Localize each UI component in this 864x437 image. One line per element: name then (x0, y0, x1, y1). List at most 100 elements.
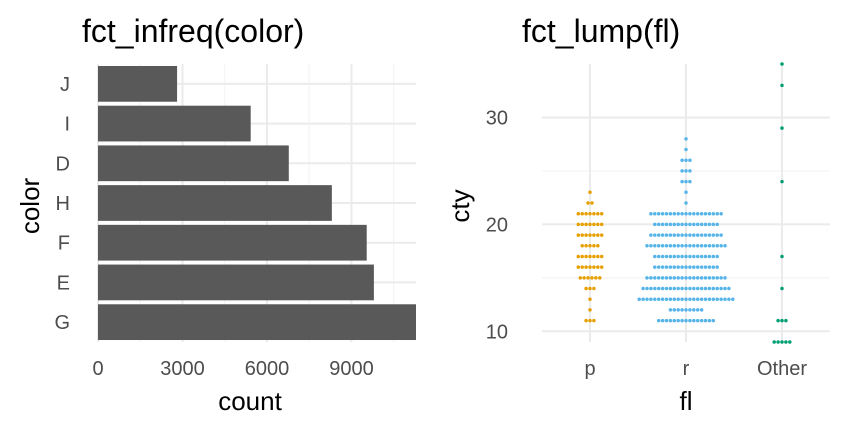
dot-r (707, 286, 712, 291)
dot-p (576, 265, 581, 269)
bar-chart-y-tick-label: I (64, 114, 70, 136)
dot-r (668, 222, 673, 227)
dot-r (688, 276, 692, 280)
dot-r (688, 222, 692, 227)
dot-r (680, 179, 684, 184)
dot-Other (780, 286, 784, 291)
dot-r (680, 318, 684, 323)
dot-r (668, 211, 673, 216)
dot-p (576, 222, 581, 227)
dot-r (727, 297, 731, 301)
dot-p (588, 233, 592, 237)
dot-Other (788, 340, 792, 344)
dot-r (692, 308, 696, 312)
dot-r (672, 244, 677, 248)
dot-r (688, 244, 692, 248)
dot-r (653, 254, 657, 259)
dotplot-panel: fct_lump(fl) 10 20 30 p r Other fl cty (445, 13, 830, 416)
dot-p (596, 254, 600, 259)
dot-r (715, 276, 719, 280)
dot-r (649, 276, 653, 280)
dot-r (703, 254, 708, 259)
dot-p (588, 318, 592, 323)
dot-p (582, 276, 586, 280)
dot-r (711, 222, 716, 227)
dot-p (584, 233, 588, 237)
dot-r (684, 147, 688, 152)
dot-r (723, 286, 727, 291)
dot-r (688, 158, 692, 162)
dot-r (676, 276, 680, 280)
dot-r (668, 244, 673, 248)
dot-r (684, 222, 688, 227)
bar-E (98, 264, 374, 301)
dot-p (599, 222, 604, 227)
bar-chart-x-ticks: 0 3000 6000 9000 (92, 358, 373, 380)
dot-r (680, 169, 684, 173)
bar-chart-bars (98, 65, 416, 341)
bar-chart-y-tick-label: J (60, 74, 70, 96)
dot-p (592, 286, 596, 291)
dot-r (684, 233, 688, 237)
dot-r (653, 233, 657, 237)
dot-p (576, 254, 581, 259)
dot-p (580, 211, 584, 216)
dot-p (596, 233, 600, 237)
dot-Other (780, 318, 784, 323)
bar-chart-y-tick-label: D (56, 153, 70, 175)
dot-r (715, 211, 719, 216)
dot-Other (776, 318, 780, 323)
dot-r (688, 297, 692, 301)
dot-r (707, 233, 712, 237)
dot-p (580, 233, 584, 237)
dot-r (695, 211, 700, 216)
dot-r (695, 244, 700, 248)
dot-r (692, 254, 696, 259)
dot-r (676, 297, 680, 301)
dot-r (653, 265, 657, 269)
dot-p (592, 254, 596, 259)
dot-p (592, 233, 596, 237)
dot-r (684, 286, 688, 291)
dot-p (596, 244, 600, 248)
dot-r (668, 276, 673, 280)
dot-r (711, 297, 716, 301)
dot-p (594, 276, 598, 280)
dot-p (576, 233, 581, 237)
dot-r (660, 233, 665, 237)
dot-r (672, 286, 677, 291)
dot-r (680, 308, 684, 312)
dot-r (653, 297, 657, 301)
dot-r (664, 276, 669, 280)
dot-r (656, 276, 661, 280)
dot-p (588, 190, 592, 195)
dot-r (688, 179, 692, 184)
dot-Other (780, 340, 784, 344)
dot-r (641, 286, 645, 291)
dot-r (660, 318, 665, 323)
dot-r (672, 265, 677, 269)
dot-r (668, 265, 673, 269)
dot-r (688, 265, 692, 269)
dot-p (596, 265, 600, 269)
dot-r (699, 211, 704, 216)
dot-r (715, 254, 719, 259)
dot-p (588, 308, 592, 312)
dot-r (653, 211, 657, 216)
dot-r (695, 286, 700, 291)
dot-r (684, 158, 688, 162)
dot-p (599, 211, 604, 216)
dot-r (668, 297, 673, 301)
dot-r (645, 244, 649, 248)
dot-r (703, 211, 708, 216)
bar-D (98, 145, 289, 182)
dot-r (668, 308, 673, 312)
dot-r (699, 318, 704, 323)
dot-r (680, 297, 684, 301)
dot-r (664, 211, 669, 216)
dot-r (649, 233, 653, 237)
bar-G (98, 304, 416, 341)
dot-r (692, 211, 696, 216)
